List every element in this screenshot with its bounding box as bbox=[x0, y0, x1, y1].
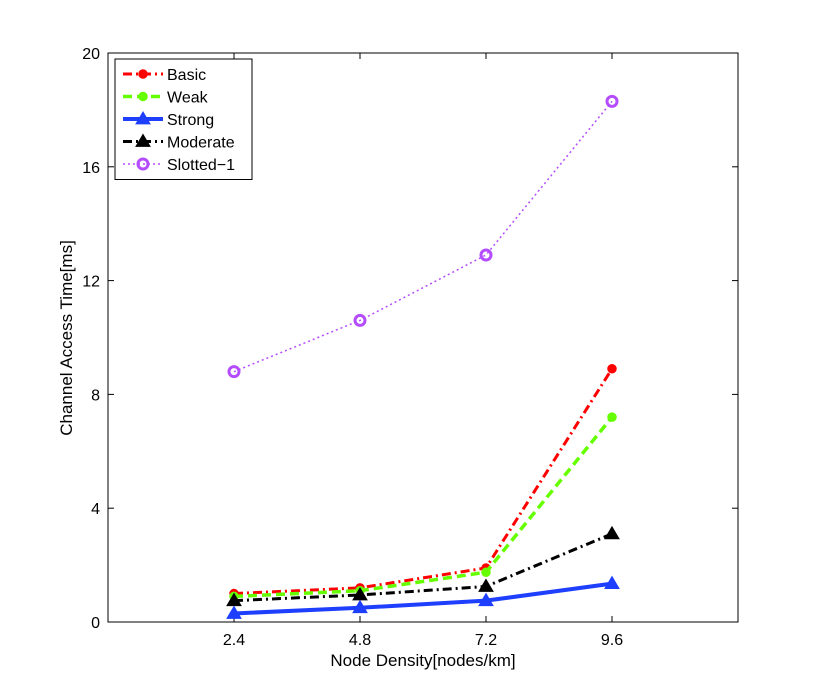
axis-ticks: 0 4 8 12 16 20 2.4 4.8 7.2 9.6 bbox=[82, 46, 738, 649]
legend-item: Basic bbox=[123, 67, 206, 84]
y-tick-label: 12 bbox=[82, 274, 100, 291]
data-point bbox=[605, 94, 619, 108]
x-tick-label: 9.6 bbox=[601, 632, 623, 649]
series-line bbox=[233, 416, 614, 599]
x-tick-label: 7.2 bbox=[475, 632, 497, 649]
data-point bbox=[352, 586, 368, 601]
legend-item: Moderate bbox=[123, 133, 235, 152]
data-point bbox=[478, 592, 494, 607]
data-point bbox=[479, 248, 493, 262]
legend-label: Weak bbox=[167, 90, 209, 107]
legend-marker bbox=[138, 69, 148, 79]
series-layer bbox=[226, 94, 620, 619]
data-point bbox=[353, 313, 367, 327]
legend-marker bbox=[136, 157, 150, 171]
series-line bbox=[233, 367, 614, 596]
data-point bbox=[226, 605, 242, 619]
data-point bbox=[478, 578, 494, 592]
legend-label: Slotted−1 bbox=[167, 157, 235, 174]
data-point bbox=[227, 365, 241, 379]
series-strong bbox=[226, 575, 620, 619]
series-line bbox=[233, 581, 613, 616]
series-moderate bbox=[226, 525, 620, 607]
legend-marker bbox=[138, 91, 148, 102]
series-line bbox=[233, 100, 613, 373]
legend-item: Strong bbox=[123, 111, 214, 129]
series-line bbox=[233, 532, 613, 603]
y-tick-label: 0 bbox=[91, 615, 100, 632]
x-axis-label: Node Density[nodes/km] bbox=[330, 651, 515, 670]
legend-item: Weak bbox=[123, 90, 209, 107]
legend-marker bbox=[135, 133, 151, 147]
y-tick-label: 20 bbox=[82, 46, 100, 63]
y-tick-label: 8 bbox=[91, 387, 100, 404]
data-point bbox=[607, 364, 617, 374]
legend-label: Strong bbox=[167, 112, 214, 129]
data-point bbox=[604, 575, 620, 589]
legend-label: Basic bbox=[167, 67, 206, 84]
legend-label: Moderate bbox=[167, 135, 235, 152]
data-point bbox=[352, 599, 368, 614]
legend-item: Slotted−1 bbox=[123, 157, 235, 174]
legend: Basic Weak Strong Moderate Slotted−1 bbox=[114, 58, 253, 180]
data-point bbox=[226, 592, 242, 607]
y-axis-label: Channel Access Time[ms] bbox=[57, 240, 76, 436]
data-point bbox=[481, 567, 491, 577]
y-tick-label: 16 bbox=[82, 160, 100, 177]
data-point bbox=[607, 412, 617, 422]
series-slotted-1 bbox=[227, 94, 619, 379]
y-tick-label: 4 bbox=[91, 501, 100, 518]
x-tick-label: 4.8 bbox=[349, 632, 371, 649]
legend-marker bbox=[135, 111, 151, 125]
data-point bbox=[604, 525, 620, 540]
x-tick-label: 2.4 bbox=[223, 632, 245, 649]
